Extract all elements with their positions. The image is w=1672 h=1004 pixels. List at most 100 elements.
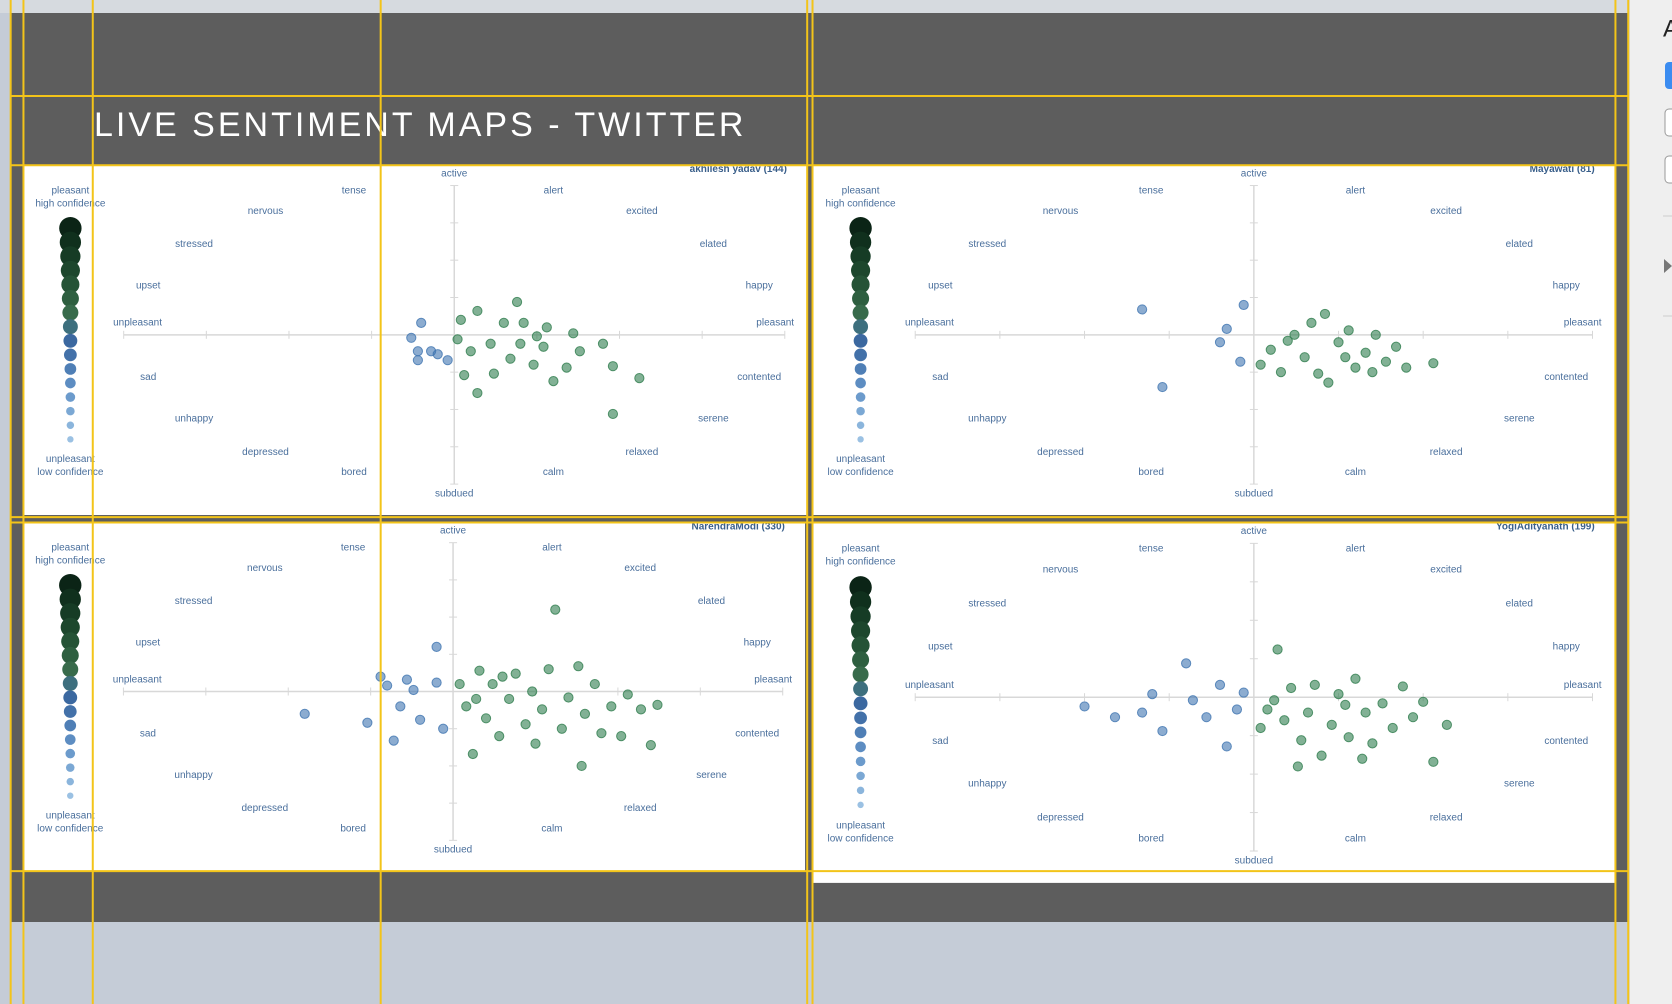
legend-label: high confidence [35,555,105,566]
legend-label: pleasant [842,186,880,197]
legend-swatch [60,260,80,281]
emotion-label: bored [341,467,367,478]
legend-swatch [64,719,77,732]
tweet-point [1350,673,1361,684]
legend-swatch [66,777,74,786]
tweet-point [1407,712,1419,723]
tweet-point [1357,753,1368,764]
legend-swatch [855,756,866,767]
tweet-point [574,346,585,357]
legend-label: low confidence [828,834,895,845]
legend-label: pleasant [51,186,89,197]
legend-label: low confidence [828,467,895,478]
emotion-label: bored [1138,834,1164,845]
tweet-point [1255,359,1266,370]
disclosure-triangle[interactable] [1664,259,1672,273]
legend-swatch [61,275,80,294]
emotion-label: nervous [248,206,284,217]
tweet-point [597,338,609,349]
tweet-point [454,678,465,690]
emotion-label: relaxed [624,803,657,814]
emotion-label: calm [543,467,564,478]
legend-swatch [67,792,74,799]
emotion-label: alert [544,186,564,197]
tweet-point [471,693,482,705]
tweet-point [1296,735,1307,746]
legend-swatch [853,696,868,711]
legend-swatch [850,246,871,267]
sentiment-map: active alert excited elated happy pleasant con… [812,522,1616,883]
tweet-point [1109,712,1121,723]
emotion-label: excited [626,206,658,217]
checkbox[interactable] [1664,155,1672,184]
tweet-point [1340,699,1351,710]
tweet-point [1360,707,1371,718]
emotion-label: calm [541,823,562,834]
legend-swatch [854,348,867,362]
emotion-label: unpleasant [905,318,954,329]
emotion-label: depressed [1037,813,1084,824]
emotion-label: unhappy [968,414,1006,425]
tweet-point [550,604,561,615]
legend-swatch [65,377,76,389]
legend-swatch [67,436,74,443]
legend-swatch [855,392,866,402]
emotion-label: happy [1553,641,1580,652]
tweet-point [1187,695,1198,706]
tweet-point [1235,356,1246,367]
tweet-point [1428,358,1439,369]
checkbox[interactable] [1664,108,1672,137]
legend-swatch [852,651,870,669]
tweet-point [480,713,492,724]
map-panel [812,522,1616,883]
panels: active alert excited elated happy pleasant con… [23,164,1616,883]
emotion-label: pleasant [756,318,794,329]
emotion-label: unhappy [175,414,213,425]
tweet-point [1269,695,1280,706]
tweet-point [1214,337,1226,348]
tweet-point [488,368,500,379]
emotion-label: contented [1544,372,1588,383]
legend-swatch [856,786,865,795]
legend-swatch [850,260,871,281]
legend-swatch [60,603,81,624]
tweet-point [568,328,579,339]
tweet-point [1275,367,1287,378]
sidebar-label: A [1663,15,1672,42]
tweet-point [556,723,567,734]
legend-label: high confidence [826,557,896,568]
tweet-point [510,668,521,679]
emotion-label: elated [700,239,727,250]
tweet-point [474,665,485,676]
top-strip [0,0,1672,13]
legend-swatch [62,304,79,321]
tweet-point [579,708,591,719]
tweet-point [1279,715,1290,726]
emotion-label: sad [140,729,156,740]
tweet-point [459,370,470,381]
emotion-label: relaxed [1430,813,1463,824]
legend-swatch [65,392,76,402]
tweet-point [573,661,584,672]
checkbox[interactable] [1665,62,1672,89]
tweet-point [1340,352,1351,363]
legend-swatch [61,646,79,664]
emotion-label: stressed [175,596,213,607]
emotion-label: stressed [968,598,1006,609]
tweet-point [1326,719,1337,730]
tweet-point [1147,689,1158,700]
emotion-label: alert [542,543,562,554]
tweet-point [467,748,478,760]
tweet-point [634,373,645,384]
tweet-point [530,738,541,749]
legend-swatch [857,801,864,809]
emotion-label: contented [735,729,779,740]
legend-swatch [62,319,78,335]
legend-swatch [853,319,869,335]
legend-swatch [854,711,867,725]
tweet-point [1428,756,1439,767]
tweet-point [1157,381,1168,393]
tweet-point [1387,722,1398,734]
tweet-point [596,728,607,739]
legend-swatch [63,348,77,362]
